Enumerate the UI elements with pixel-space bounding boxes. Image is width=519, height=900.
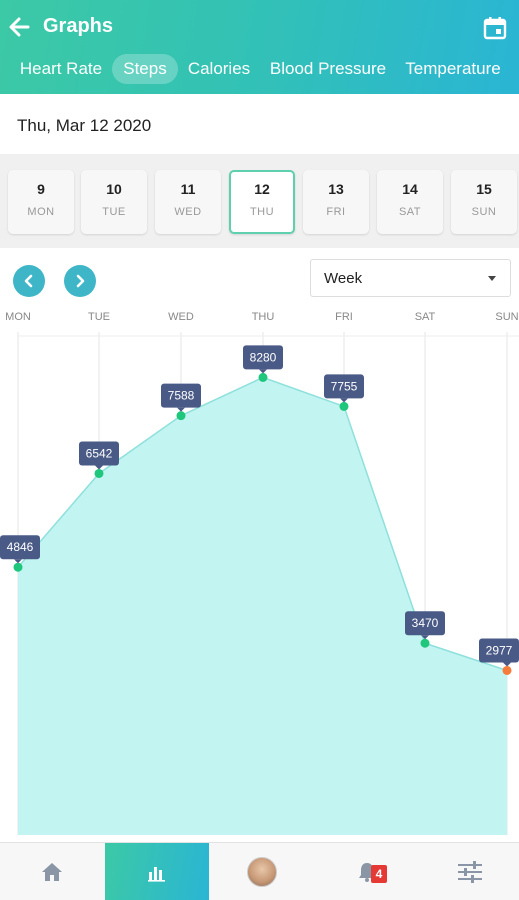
day-number: 12 xyxy=(254,181,270,197)
day-name: WED xyxy=(174,206,202,218)
metric-tabs: Heart Rate Steps Calories Blood Pressure… xyxy=(0,54,519,86)
day-card-tue[interactable]: 10 TUE xyxy=(81,170,147,234)
day-name: TUE xyxy=(102,206,126,218)
data-label: 7755 xyxy=(331,379,358,393)
data-point xyxy=(339,401,349,411)
steps-chart: MON TUE WED THU FRI SAT SUN 4846 6542 7588 8280 775… xyxy=(0,300,519,840)
day-card-mon[interactable]: 9 MON xyxy=(8,170,74,234)
calendar-icon[interactable] xyxy=(483,16,507,40)
chevron-left-icon xyxy=(24,274,33,288)
data-point xyxy=(176,411,186,421)
day-name: MON xyxy=(27,206,55,218)
notification-badge: 4 xyxy=(371,865,387,883)
day-name: SUN xyxy=(471,206,497,218)
x-tick-label: WED xyxy=(168,311,194,323)
day-card-fri[interactable]: 13 FRI xyxy=(303,170,369,234)
back-arrow-icon[interactable] xyxy=(8,16,30,38)
day-number: 11 xyxy=(180,181,196,197)
tab-heart-rate[interactable]: Heart Rate xyxy=(19,59,103,78)
sliders-icon xyxy=(457,861,482,883)
day-number: 14 xyxy=(402,181,418,197)
data-label-pointer xyxy=(503,662,511,667)
data-point xyxy=(258,372,268,382)
x-tick-label: TUE xyxy=(88,311,110,323)
range-select[interactable]: Week xyxy=(310,259,511,297)
caret-down-icon xyxy=(488,276,496,281)
data-label-box xyxy=(243,345,283,370)
chevron-right-icon xyxy=(76,274,85,288)
range-select-value: Week xyxy=(324,270,363,287)
x-tick-label: FRI xyxy=(335,311,353,323)
data-label: 7588 xyxy=(168,389,195,403)
data-label-pointer xyxy=(95,465,103,470)
data-label-pointer xyxy=(259,369,267,374)
tab-calories[interactable]: Calories xyxy=(187,59,251,78)
x-tick-label: SUN xyxy=(495,311,518,323)
x-tick-label: THU xyxy=(252,311,275,323)
area-fill xyxy=(18,377,507,835)
day-name: FRI xyxy=(326,206,346,218)
date-row: Thu, Mar 12 2020 xyxy=(0,94,519,154)
day-card-sat[interactable]: 14 SAT xyxy=(377,170,443,234)
data-label-box xyxy=(161,383,201,408)
nav-graphs[interactable] xyxy=(105,843,209,900)
week-strip: 9 MON 10 TUE 11 WED 12 THU 13 FRI 14 SAT… xyxy=(0,154,519,248)
day-number: 10 xyxy=(106,181,122,197)
x-tick-label: SAT xyxy=(415,311,436,323)
data-label: 6542 xyxy=(86,446,113,460)
data-point xyxy=(420,638,430,648)
next-week-button[interactable] xyxy=(64,265,96,297)
page-title: Graphs xyxy=(43,15,114,37)
previous-week-button[interactable] xyxy=(13,265,45,297)
data-label: 2977 xyxy=(486,643,513,657)
nav-profile[interactable] xyxy=(210,843,314,900)
nav-home[interactable] xyxy=(0,843,104,900)
day-card-sun[interactable]: 15 SUN xyxy=(451,170,517,234)
data-label-box xyxy=(0,535,40,560)
day-name: SAT xyxy=(398,206,422,218)
data-point xyxy=(502,665,512,675)
home-icon xyxy=(42,863,62,881)
day-name: THU xyxy=(249,206,275,218)
data-point xyxy=(94,468,104,478)
data-label: 3470 xyxy=(412,616,439,630)
tab-temperature[interactable]: Temperature xyxy=(405,59,501,78)
data-label: 4846 xyxy=(7,540,34,554)
tab-steps[interactable]: Steps xyxy=(112,54,178,84)
bottom-nav: 4 xyxy=(0,842,519,900)
data-label-pointer xyxy=(177,407,185,412)
bar-chart-icon xyxy=(148,867,165,882)
data-label-box xyxy=(324,374,364,399)
day-number: 9 xyxy=(37,181,45,197)
selected-date: Thu, Mar 12 2020 xyxy=(17,116,152,135)
data-label-box xyxy=(479,638,519,663)
tab-blood-pressure[interactable]: Blood Pressure xyxy=(269,59,387,78)
day-card-wed[interactable]: 11 WED xyxy=(155,170,221,234)
avatar xyxy=(247,857,277,887)
data-label-box xyxy=(405,611,445,636)
app-header: Graphs Heart Rate Steps Calories Blood P… xyxy=(0,0,519,94)
data-label-pointer xyxy=(421,635,429,640)
day-number: 15 xyxy=(476,181,492,197)
day-card-thu[interactable]: 12 THU xyxy=(229,170,295,234)
data-label-box xyxy=(79,441,119,466)
nav-settings[interactable] xyxy=(420,843,519,900)
data-point xyxy=(13,562,23,572)
data-label: 8280 xyxy=(250,350,277,364)
data-label-pointer xyxy=(340,398,348,403)
x-tick-label: MON xyxy=(5,311,31,323)
day-number: 13 xyxy=(328,181,344,197)
nav-notifications[interactable]: 4 xyxy=(315,843,419,900)
steps-chart-svg: MON TUE WED THU FRI SAT SUN 4846 6542 7588 8280 775… xyxy=(0,311,519,835)
data-label-pointer xyxy=(14,559,22,564)
